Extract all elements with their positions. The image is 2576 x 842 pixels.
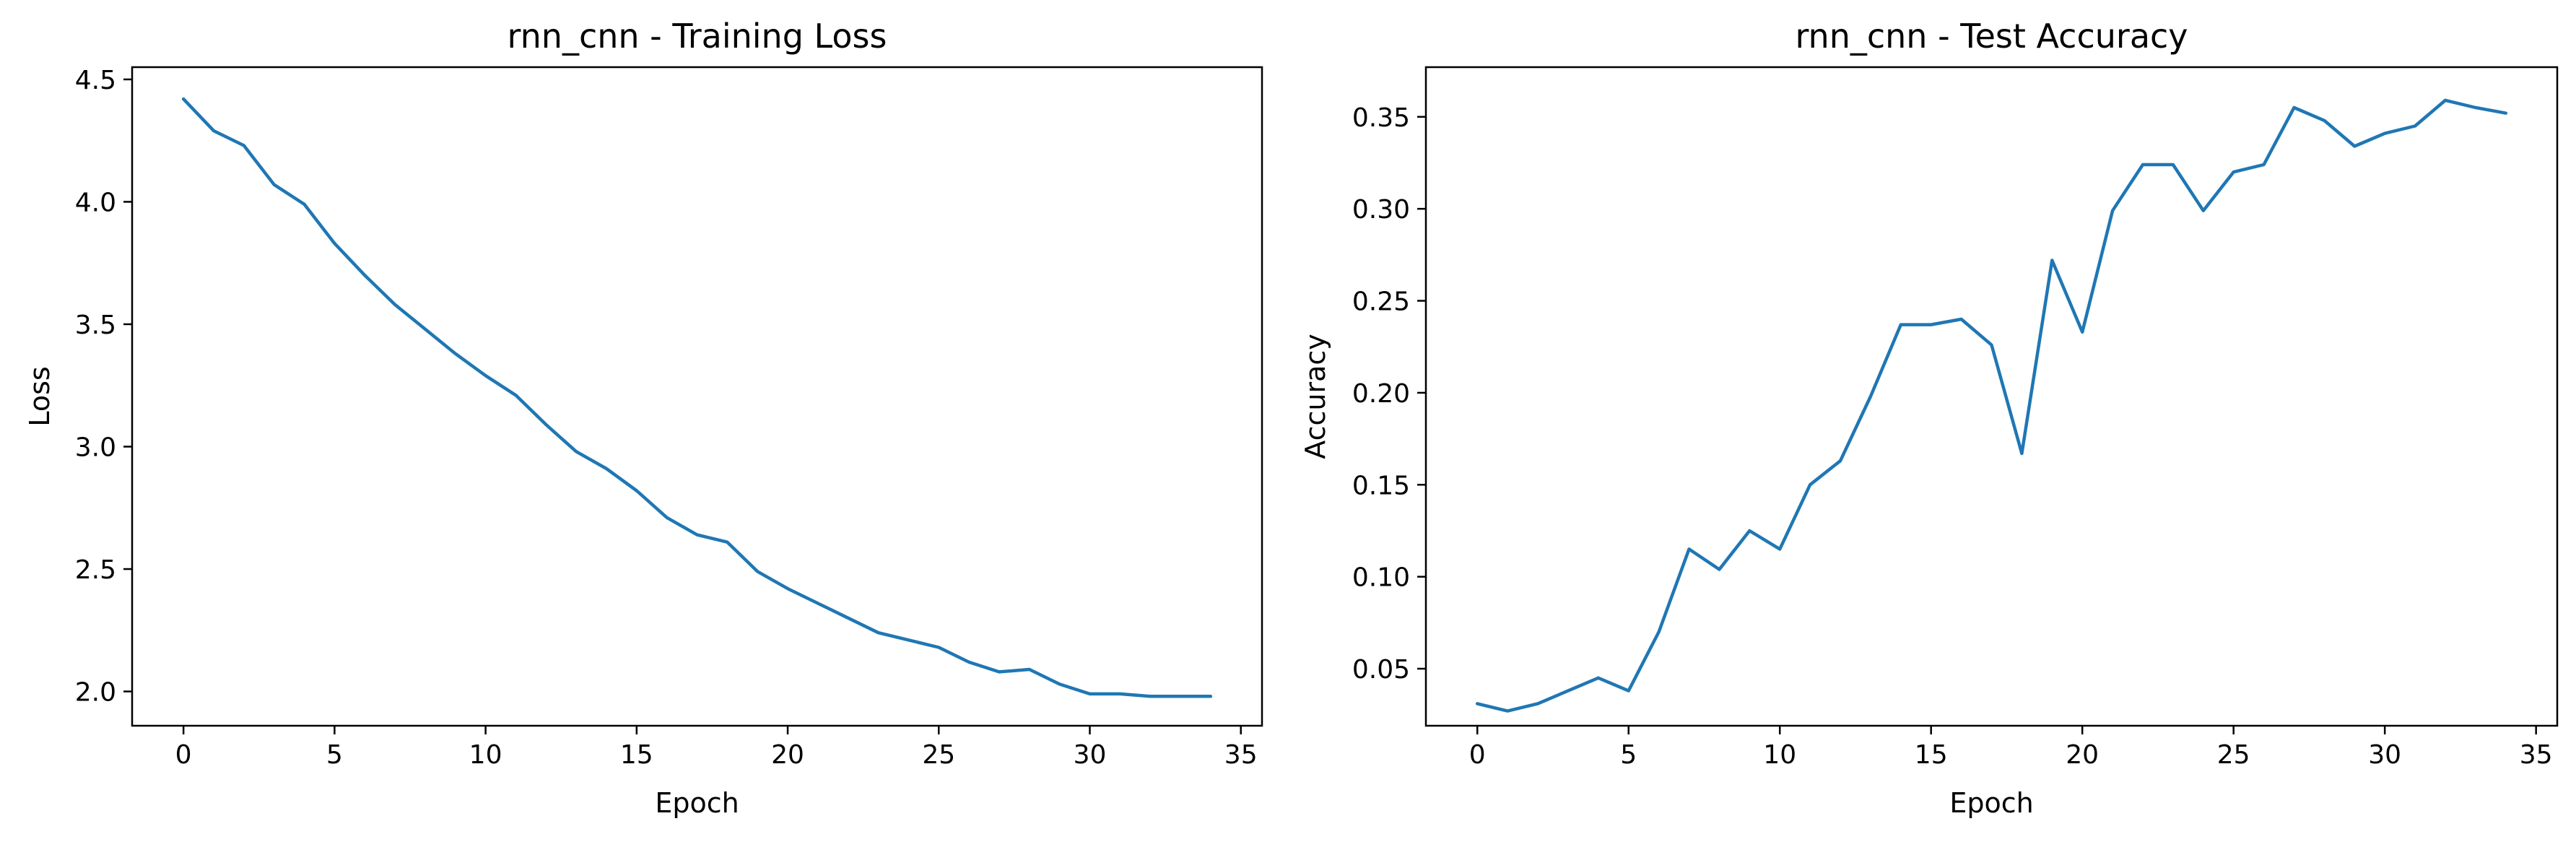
accuracy-y-axis-label: Accuracy: [1300, 334, 1331, 459]
accuracy-y-tick-label: 0.05: [1352, 655, 1410, 685]
accuracy-y-tick-label: 0.20: [1352, 379, 1410, 409]
training-loss-panel: 0 5 10 15 20 25 30 35 2.0 2.5 3.0 3.5 4.0 4.5 rnn_cnn …: [24, 17, 1263, 819]
loss-x-tick-label: 5: [326, 740, 343, 770]
accuracy-y-tick-label: 0.35: [1352, 103, 1410, 133]
loss-x-tick-label: 15: [620, 740, 653, 770]
loss-x-tick-label: 35: [1224, 740, 1258, 770]
loss-x-tick-label: 10: [469, 740, 502, 770]
loss-chart-title: rnn_cnn - Training Loss: [508, 17, 887, 56]
accuracy-series-line: [1475, 98, 2508, 713]
accuracy-x-tick-label: 0: [1469, 740, 1486, 770]
accuracy-x-axis-label: Epoch: [1949, 787, 2033, 819]
loss-x-tick-label: 20: [771, 740, 804, 770]
loss-y-tick-label: 2.0: [75, 678, 116, 708]
loss-y-axis-label: Loss: [24, 366, 56, 426]
accuracy-x-tick-label: 5: [1620, 740, 1637, 770]
accuracy-y-tick-label: 0.15: [1352, 471, 1410, 500]
accuracy-y-tick-label: 0.30: [1352, 195, 1410, 225]
accuracy-x-tick-label: 25: [2217, 740, 2250, 770]
loss-x-tick-label: 30: [1074, 740, 1107, 770]
loss-x-tick-label: 25: [922, 740, 955, 770]
accuracy-y-tick-label: 0.10: [1352, 563, 1410, 593]
loss-y-tick-label: 3.5: [75, 311, 116, 340]
accuracy-x-tick-label: 20: [2066, 740, 2099, 770]
accuracy-x-tick-label: 35: [2520, 740, 2553, 770]
loss-x-tick-label: 0: [175, 740, 192, 770]
accuracy-x-tick-label: 15: [1915, 740, 1948, 770]
test-accuracy-panel: 0 5 10 15 20 25 30 35 0.05 0.10 0.15 0.20 0.25 0.30 0.…: [1300, 17, 2559, 819]
accuracy-y-tick-label: 0.25: [1352, 287, 1410, 317]
loss-x-axis-label: Epoch: [655, 787, 739, 819]
loss-y-tick-label: 2.5: [75, 555, 116, 585]
loss-y-tick-label: 4.5: [75, 66, 116, 95]
accuracy-plot-frame: [1424, 66, 2559, 727]
accuracy-x-tick-label: 30: [2368, 740, 2401, 770]
accuracy-chart-title: rnn_cnn - Test Accuracy: [1795, 17, 2188, 56]
loss-plot-frame: [131, 66, 1263, 727]
accuracy-x-tick-label: 10: [1763, 740, 1796, 770]
loss-y-tick-label: 4.0: [75, 188, 116, 217]
loss-y-tick-label: 3.0: [75, 433, 116, 463]
loss-series-line: [181, 97, 1213, 698]
